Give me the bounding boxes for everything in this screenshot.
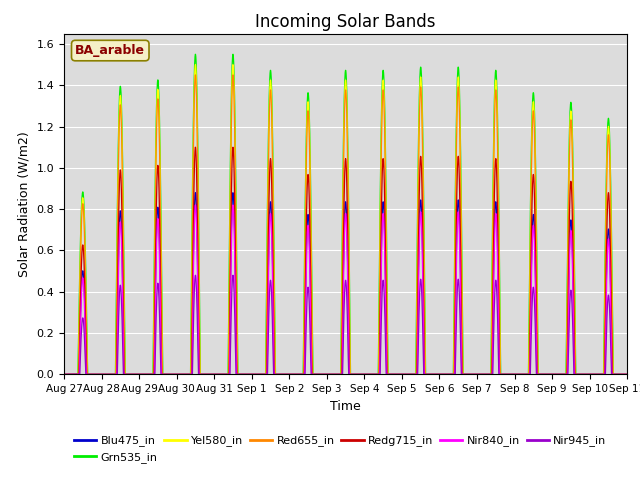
- Yel580_in: [175, 372, 182, 377]
- Blu475_in: [175, 372, 182, 377]
- Grn535_in: [271, 323, 279, 329]
- Grn535_in: [191, 51, 199, 57]
- Nir840_in: [504, 372, 511, 377]
- Legend: Blu475_in, Grn535_in, Yel580_in, Red655_in, Redg715_in, Nir840_in, Nir945_in: Blu475_in, Grn535_in, Yel580_in, Red655_…: [70, 431, 611, 468]
- Nir840_in: [175, 372, 182, 377]
- Redg715_in: [271, 372, 279, 377]
- Line: Red655_in: Red655_in: [64, 75, 627, 374]
- Red655_in: [424, 372, 431, 377]
- Nir945_in: [271, 372, 279, 377]
- Yel580_in: [504, 372, 511, 377]
- Nir945_in: [504, 372, 511, 377]
- Nir840_in: [180, 372, 188, 377]
- Red655_in: [504, 372, 511, 377]
- Line: Redg715_in: Redg715_in: [64, 147, 627, 374]
- Nir945_in: [60, 372, 68, 377]
- Grn535_in: [621, 372, 629, 377]
- Blu475_in: [180, 372, 188, 377]
- Blu475_in: [60, 372, 68, 377]
- Yel580_in: [60, 372, 68, 377]
- Nir945_in: [621, 372, 629, 377]
- Blu475_in: [424, 372, 431, 377]
- Nir945_in: [175, 372, 182, 377]
- Blu475_in: [504, 372, 511, 377]
- Red655_in: [191, 72, 199, 78]
- Line: Blu475_in: Blu475_in: [64, 192, 627, 374]
- Nir945_in: [623, 372, 631, 377]
- Grn535_in: [504, 372, 511, 377]
- Nir840_in: [424, 372, 431, 377]
- Red655_in: [180, 372, 188, 377]
- Grn535_in: [623, 372, 631, 377]
- Nir945_in: [180, 372, 188, 377]
- Grn535_in: [175, 372, 182, 377]
- Nir945_in: [424, 372, 431, 377]
- Red655_in: [60, 372, 68, 377]
- Redg715_in: [180, 372, 188, 377]
- Yel580_in: [191, 62, 199, 68]
- Nir840_in: [623, 372, 631, 377]
- Nir840_in: [621, 372, 629, 377]
- Redg715_in: [424, 372, 431, 377]
- Blu475_in: [271, 372, 279, 377]
- Blu475_in: [623, 372, 631, 377]
- Y-axis label: Solar Radiation (W/m2): Solar Radiation (W/m2): [18, 131, 31, 277]
- Yel580_in: [180, 372, 188, 377]
- Red655_in: [271, 372, 279, 377]
- Grn535_in: [60, 372, 68, 377]
- Title: Incoming Solar Bands: Incoming Solar Bands: [255, 12, 436, 31]
- Red655_in: [621, 372, 629, 377]
- Line: Nir945_in: Nir945_in: [64, 275, 627, 374]
- Yel580_in: [623, 372, 631, 377]
- Yel580_in: [621, 372, 629, 377]
- Yel580_in: [424, 372, 431, 377]
- Yel580_in: [271, 359, 279, 365]
- Blu475_in: [621, 372, 629, 377]
- Red655_in: [623, 372, 631, 377]
- Nir945_in: [191, 272, 199, 278]
- Line: Nir840_in: Nir840_in: [64, 205, 627, 374]
- Redg715_in: [60, 372, 68, 377]
- Grn535_in: [180, 372, 188, 377]
- Redg715_in: [621, 372, 629, 377]
- Line: Yel580_in: Yel580_in: [64, 65, 627, 374]
- Redg715_in: [504, 372, 511, 377]
- Nir840_in: [191, 202, 199, 208]
- Redg715_in: [191, 144, 199, 150]
- Line: Grn535_in: Grn535_in: [64, 54, 627, 374]
- Nir840_in: [271, 372, 279, 377]
- Grn535_in: [424, 372, 431, 377]
- Redg715_in: [623, 372, 631, 377]
- Red655_in: [175, 372, 182, 377]
- Redg715_in: [175, 372, 182, 377]
- X-axis label: Time: Time: [330, 400, 361, 413]
- Blu475_in: [191, 190, 199, 195]
- Text: BA_arable: BA_arable: [76, 44, 145, 57]
- Nir840_in: [60, 372, 68, 377]
